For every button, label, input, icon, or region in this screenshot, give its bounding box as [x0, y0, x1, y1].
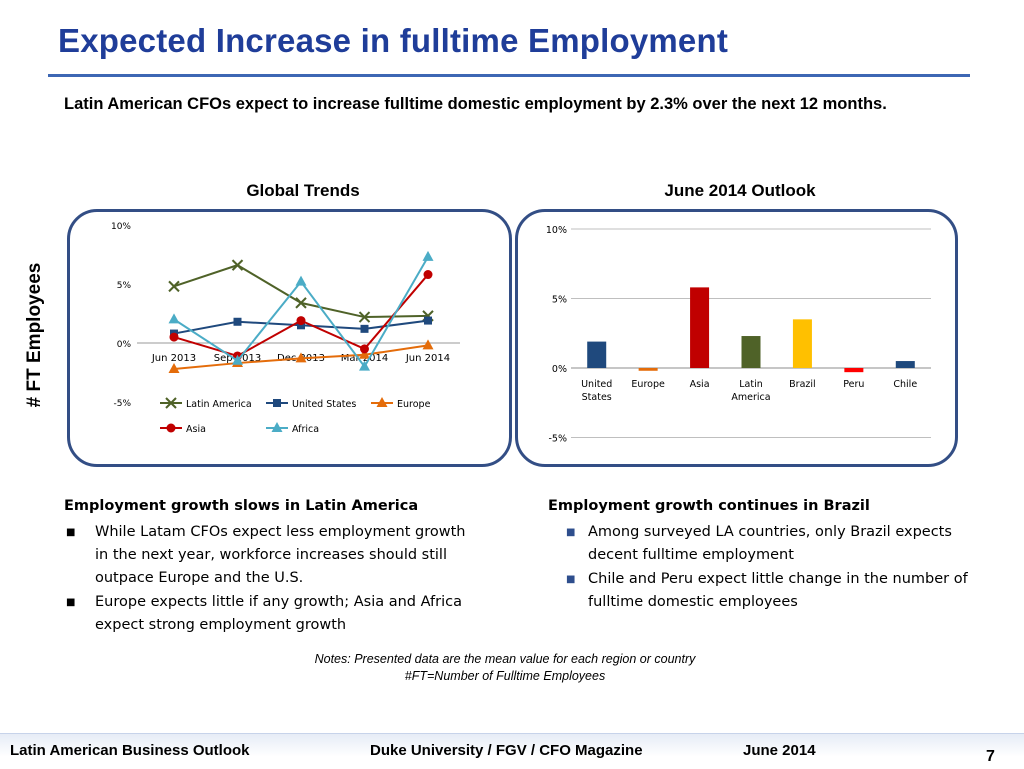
- data-point-stroke: [231, 259, 244, 271]
- data-point: [360, 344, 369, 354]
- right-bullet: ■ Chile and Peru expect little change in …: [548, 568, 968, 614]
- data-point: [168, 280, 180, 293]
- intro-text: Latin American CFOs expect to increase f…: [64, 95, 887, 113]
- x-tick-label: Chile: [893, 379, 917, 390]
- series-line: [173, 264, 429, 319]
- footer-date: June 2014: [743, 742, 816, 759]
- data-point: [424, 316, 432, 325]
- bar-chart-panel: 10% 5% 0% -5% United States Europe Asia Latin Ame…: [515, 209, 958, 467]
- data-point-stroke: [358, 311, 371, 323]
- right-bullet: ■ Among surveyed LA countries, only Brazi…: [548, 521, 968, 567]
- bar: [741, 336, 761, 368]
- x-tick-label: Europe: [631, 379, 665, 390]
- y-tick-label: -5%: [549, 434, 568, 445]
- legend-marker: [271, 422, 283, 432]
- bar-chart: 10% 5% 0% -5% United States Europe Asia Latin Ame…: [546, 225, 931, 445]
- y-tick-label: -5%: [113, 399, 131, 409]
- legend-label: Latin America: [186, 399, 252, 410]
- data-point: [423, 270, 433, 280]
- data-point: [360, 324, 369, 333]
- right-bullet-text: Among surveyed LA countries, only Brazil…: [588, 524, 952, 563]
- data-point: [233, 317, 242, 326]
- square-bullet-icon: ■: [66, 597, 76, 608]
- y-tick-label: 0%: [117, 340, 132, 350]
- legend-marker: [166, 423, 176, 433]
- y-tick-label: 0%: [552, 364, 567, 375]
- x-tick-label: United: [581, 379, 612, 390]
- notes: Notes: Presented data are the mean value…: [0, 651, 1010, 685]
- title-divider: [48, 74, 970, 77]
- bar: [690, 287, 710, 368]
- bar: [895, 361, 915, 368]
- x-tick-label: States: [582, 392, 612, 403]
- left-bullet-list: ■ While Latam CFOs expect less employment…: [64, 521, 474, 637]
- square-bullet-icon: ■: [66, 527, 76, 538]
- data-point: [422, 250, 434, 261]
- square-bullet-icon: ■: [566, 574, 576, 585]
- data-point: [295, 275, 307, 286]
- x-tick-label: Brazil: [789, 379, 816, 390]
- y-tick-label: 10%: [111, 222, 131, 232]
- y-axis-label: # FT Employees: [24, 262, 45, 408]
- data-point: [297, 321, 305, 330]
- data-point: [168, 362, 180, 373]
- x-tick-label: Peru: [843, 379, 864, 390]
- legend-marker: [273, 399, 281, 407]
- right-commentary: Employment growth continues in Brazil ■ A…: [548, 498, 968, 615]
- data-point-stroke: [168, 280, 180, 293]
- footer-left-text: Latin American Business Outlook: [10, 742, 250, 759]
- left-bullet-text: While Latam CFOs expect less employment …: [95, 524, 466, 586]
- x-tick-label: America: [731, 392, 770, 403]
- x-tick-label: Jun 2014: [405, 353, 450, 364]
- data-point: [295, 352, 307, 363]
- data-point: [168, 313, 180, 324]
- data-point: [296, 316, 306, 326]
- data-point: [169, 332, 179, 342]
- data-point: [359, 348, 370, 359]
- line-chart: 10%5%0%-5%Jun 2013 Sep 2013 Dec 2013 Mar 20…: [111, 222, 460, 435]
- data-point: [359, 360, 370, 371]
- left-bullet-text: Europe expects little if any growth; Asi…: [95, 594, 462, 633]
- right-heading: Employment growth continues in Brazil: [548, 498, 870, 514]
- right-bullet-text: Chile and Peru expect little change in t…: [588, 571, 968, 610]
- y-tick-label: 10%: [546, 225, 567, 236]
- left-commentary: Employment growth slows in Latin America…: [64, 498, 474, 638]
- right-bullet-list: ■ Among surveyed LA countries, only Brazi…: [548, 521, 968, 614]
- x-tick-label: Asia: [690, 379, 710, 390]
- footer-bar: Latin American Business Outlook Duke Uni…: [0, 733, 1024, 769]
- footer-center-text: Duke University / FGV / CFO Magazine: [370, 742, 643, 759]
- data-point-stroke: [295, 297, 307, 309]
- notes-line-1: Notes: Presented data are the mean value…: [314, 652, 696, 666]
- legend-label: Asia: [186, 424, 206, 435]
- left-heading: Employment growth slows in Latin America: [64, 498, 419, 514]
- data-point: [422, 339, 434, 350]
- left-panel-title: Global Trends: [246, 181, 360, 200]
- legend-label: United States: [292, 399, 356, 410]
- slide-title: Expected Increase in fulltime Employment: [58, 22, 729, 59]
- line-chart-panel: 10% 5% 0% -5% Jun 2013 Sep 2013 Dec 2013 Mar 20…: [67, 209, 512, 467]
- bar: [587, 341, 607, 368]
- data-point: [231, 259, 244, 271]
- left-bullet: ■ While Latam CFOs expect less employment…: [64, 521, 474, 590]
- data-point: [232, 354, 243, 365]
- y-tick-label: 5%: [552, 295, 567, 306]
- legend-marker-stroke: [165, 397, 177, 409]
- data-point: [295, 297, 307, 309]
- legend-marker: [376, 397, 388, 407]
- bar: [792, 319, 812, 368]
- x-tick-label: Latin: [739, 379, 763, 390]
- y-tick-label: 5%: [117, 281, 132, 291]
- data-point: [358, 311, 371, 323]
- left-bullet: ■ Europe expects little if any growth; As…: [64, 591, 474, 637]
- legend-marker: [165, 397, 177, 409]
- notes-line-2: #FT=Number of Fulltime Employees: [404, 669, 606, 683]
- x-tick-label: Jun 2013: [151, 353, 196, 364]
- right-panel-title: June 2014 Outlook: [664, 181, 816, 200]
- bar: [638, 368, 658, 371]
- legend-label: Europe: [397, 399, 431, 410]
- bar: [844, 368, 864, 373]
- square-bullet-icon: ■: [566, 527, 576, 538]
- page-number: 7: [986, 748, 995, 765]
- legend-label: Africa: [292, 424, 319, 435]
